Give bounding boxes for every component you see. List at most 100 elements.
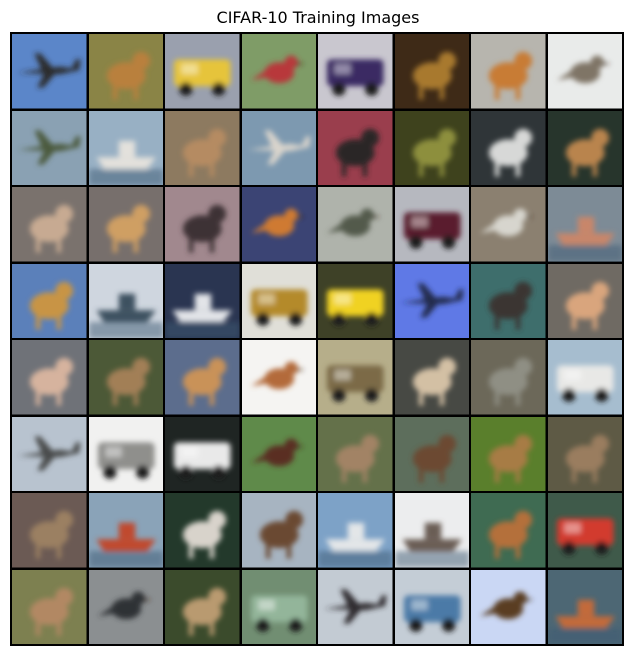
training-image	[12, 187, 87, 262]
training-image-tile	[165, 263, 240, 338]
training-image	[318, 187, 393, 262]
training-image-tile	[547, 340, 622, 415]
training-image	[88, 110, 163, 185]
training-image-tile	[165, 416, 240, 491]
training-image	[88, 416, 163, 491]
training-image-tile	[241, 34, 316, 109]
training-image-tile	[12, 569, 87, 644]
training-image-tile	[471, 493, 546, 568]
training-image	[241, 110, 316, 185]
training-image-tile	[165, 493, 240, 568]
training-image	[88, 34, 163, 109]
training-image-tile	[88, 340, 163, 415]
training-image-tile	[318, 340, 393, 415]
training-image	[12, 340, 87, 415]
training-image-tile	[12, 110, 87, 185]
training-image	[241, 416, 316, 491]
training-image	[165, 187, 240, 262]
training-image-tile	[394, 263, 469, 338]
training-image-tile	[394, 340, 469, 415]
training-image	[12, 263, 87, 338]
training-image	[165, 34, 240, 109]
training-image	[471, 34, 546, 109]
training-image	[318, 34, 393, 109]
training-image	[547, 340, 622, 415]
training-image-tile	[12, 187, 87, 262]
image-grid	[12, 34, 622, 644]
training-image-tile	[165, 187, 240, 262]
training-image	[241, 493, 316, 568]
training-image-tile	[394, 569, 469, 644]
training-image-tile	[547, 263, 622, 338]
training-image	[12, 34, 87, 109]
training-image-tile	[88, 187, 163, 262]
training-image-tile	[547, 187, 622, 262]
training-image	[471, 569, 546, 644]
training-image-tile	[394, 34, 469, 109]
training-image	[88, 187, 163, 262]
training-image-tile	[88, 416, 163, 491]
training-image	[394, 110, 469, 185]
training-image-tile	[471, 34, 546, 109]
training-image	[547, 187, 622, 262]
training-image	[394, 569, 469, 644]
training-image	[165, 569, 240, 644]
training-image	[394, 263, 469, 338]
training-image-tile	[547, 110, 622, 185]
training-image-tile	[394, 493, 469, 568]
training-image-tile	[241, 187, 316, 262]
training-image	[88, 263, 163, 338]
training-image	[547, 263, 622, 338]
training-image	[241, 569, 316, 644]
training-image	[12, 416, 87, 491]
training-image-tile	[318, 416, 393, 491]
image-grid-frame	[10, 32, 624, 646]
training-image	[394, 187, 469, 262]
training-image	[12, 110, 87, 185]
training-image-tile	[12, 340, 87, 415]
training-image-tile	[88, 263, 163, 338]
training-image	[88, 569, 163, 644]
training-image-tile	[241, 110, 316, 185]
training-image	[471, 187, 546, 262]
training-image-tile	[547, 34, 622, 109]
training-image	[241, 187, 316, 262]
training-image	[318, 569, 393, 644]
training-image-tile	[318, 110, 393, 185]
training-image-tile	[471, 569, 546, 644]
training-image	[394, 340, 469, 415]
figure-title: CIFAR-10 Training Images	[216, 8, 420, 27]
training-image	[471, 263, 546, 338]
training-image	[394, 34, 469, 109]
training-image-tile	[165, 110, 240, 185]
training-image-tile	[88, 569, 163, 644]
training-image-tile	[547, 493, 622, 568]
training-image	[318, 263, 393, 338]
training-image	[165, 493, 240, 568]
training-image-tile	[12, 263, 87, 338]
training-image-tile	[165, 340, 240, 415]
training-image	[318, 416, 393, 491]
training-image	[88, 493, 163, 568]
training-image-tile	[241, 569, 316, 644]
training-image-tile	[241, 493, 316, 568]
training-image	[241, 263, 316, 338]
training-image-tile	[241, 340, 316, 415]
training-image-tile	[471, 340, 546, 415]
training-image-tile	[471, 416, 546, 491]
training-image	[241, 340, 316, 415]
training-image	[318, 493, 393, 568]
training-image	[471, 493, 546, 568]
training-image	[165, 110, 240, 185]
training-image	[165, 263, 240, 338]
training-image	[394, 416, 469, 491]
training-image	[471, 416, 546, 491]
training-image-tile	[12, 416, 87, 491]
training-image-tile	[318, 263, 393, 338]
training-image-tile	[394, 416, 469, 491]
training-image	[165, 340, 240, 415]
training-image	[165, 416, 240, 491]
training-image-tile	[241, 263, 316, 338]
training-image-tile	[165, 569, 240, 644]
training-image	[547, 569, 622, 644]
